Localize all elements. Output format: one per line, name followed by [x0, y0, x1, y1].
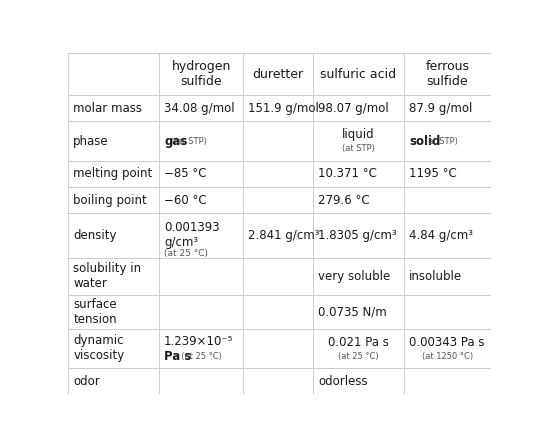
Text: very soluble: very soluble — [318, 270, 390, 283]
Text: density: density — [73, 229, 117, 242]
Text: 0.0735 N/m: 0.0735 N/m — [318, 305, 387, 318]
Text: (at 1250 °C): (at 1250 °C) — [422, 352, 473, 361]
Text: (at STP): (at STP) — [425, 136, 458, 146]
Text: 1.239×10⁻⁵: 1.239×10⁻⁵ — [164, 335, 233, 348]
Text: 34.08 g/mol: 34.08 g/mol — [164, 102, 235, 115]
Text: 1195 °C: 1195 °C — [409, 167, 457, 180]
Text: 279.6 °C: 279.6 °C — [318, 194, 370, 206]
Text: 87.9 g/mol: 87.9 g/mol — [409, 102, 473, 115]
Text: odorless: odorless — [318, 375, 368, 388]
Text: gas: gas — [164, 135, 187, 148]
Text: odor: odor — [73, 375, 100, 388]
Text: phase: phase — [73, 135, 109, 148]
Text: 151.9 g/mol: 151.9 g/mol — [249, 102, 319, 115]
Text: surface
tension: surface tension — [73, 298, 117, 326]
Text: (at STP): (at STP) — [174, 136, 207, 146]
Text: (at 25 °C): (at 25 °C) — [338, 352, 379, 361]
Text: melting point: melting point — [73, 167, 153, 180]
Text: 0.001393: 0.001393 — [164, 221, 220, 234]
Text: liquid: liquid — [342, 128, 375, 141]
Text: insoluble: insoluble — [409, 270, 462, 283]
Text: −85 °C: −85 °C — [164, 167, 207, 180]
Text: 10.371 °C: 10.371 °C — [318, 167, 377, 180]
Text: solid: solid — [409, 135, 440, 148]
Text: 98.07 g/mol: 98.07 g/mol — [318, 102, 389, 115]
Text: boiling point: boiling point — [73, 194, 147, 206]
Text: 1.8305 g/cm³: 1.8305 g/cm³ — [318, 229, 397, 242]
Text: 2.841 g/cm³: 2.841 g/cm³ — [249, 229, 320, 242]
Text: (at 25 °C): (at 25 °C) — [176, 352, 222, 361]
Text: 4.84 g/cm³: 4.84 g/cm³ — [409, 229, 473, 242]
Text: −60 °C: −60 °C — [164, 194, 207, 206]
Text: sulfuric acid: sulfuric acid — [320, 68, 397, 81]
Text: 0.00343 Pa s: 0.00343 Pa s — [409, 336, 485, 349]
Text: hydrogen
sulfide: hydrogen sulfide — [172, 60, 231, 88]
Text: 0.021 Pa s: 0.021 Pa s — [328, 336, 389, 349]
Text: duretter: duretter — [253, 68, 304, 81]
Text: g/cm³: g/cm³ — [164, 236, 198, 249]
Text: Pa s: Pa s — [164, 350, 191, 363]
Text: solubility in
water: solubility in water — [73, 262, 141, 290]
Text: molar mass: molar mass — [73, 102, 142, 115]
Text: (at 25 °C): (at 25 °C) — [164, 249, 208, 258]
Text: dynamic
viscosity: dynamic viscosity — [73, 334, 124, 362]
Text: (at STP): (at STP) — [342, 144, 375, 153]
Text: ferrous
sulfide: ferrous sulfide — [425, 60, 469, 88]
